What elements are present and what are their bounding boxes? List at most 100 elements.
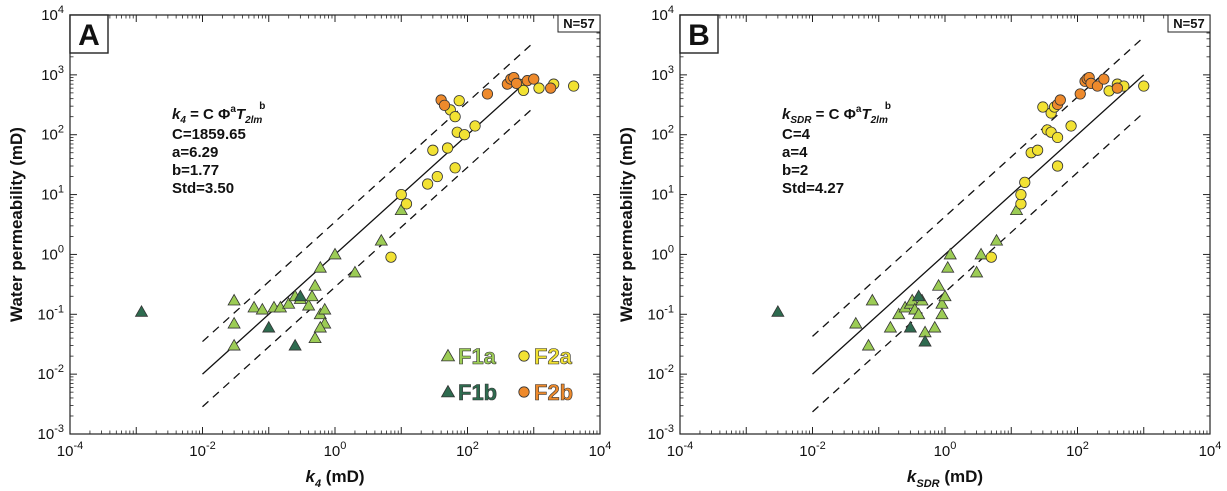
panel-a-y-axis-label: Water permeability (mD) (7, 127, 26, 322)
panel-a-point-f2a (385, 251, 397, 263)
panel-b-equation-param: Std=4.27 (782, 180, 844, 197)
panel-a-equation-param: b=1.77 (172, 162, 219, 179)
panel-b-point-f2a (1051, 131, 1064, 144)
legend-marker-f1a (440, 348, 456, 362)
panel-b-y-axis-label: Water permeability (mD) (617, 127, 636, 322)
panel-b-point-f1a (935, 307, 949, 320)
panel-a-point-f2a (458, 129, 471, 141)
panel-a-y-tick-label: 104 (41, 4, 64, 24)
panel-b-point-f1a (911, 307, 926, 320)
panel-b-upper-std-line (812, 36, 1145, 337)
panel-b-point-f1a (928, 320, 942, 333)
panel-a-n-label: N=57 (563, 16, 594, 31)
legend-marker-f2a (518, 350, 530, 362)
panel-b-letter: B (688, 19, 710, 52)
panel-b-point-f2a (1015, 188, 1027, 201)
panel-b-point-f1a (941, 260, 955, 273)
panel-a-chart: 10-4 10-2 100 102 104 10-3 10-2 10-1 100 101 102 10… (7, 4, 611, 490)
panel-b-point-f1a (974, 247, 988, 260)
panel-a-point-f1b (134, 305, 149, 317)
panel-b-point-f2a (1032, 144, 1044, 156)
panel-a-point-f1b (288, 338, 302, 351)
panel-b-plot-frame (679, 14, 1211, 435)
panel-b-point-f2a (1138, 80, 1150, 92)
panel-b-point-f2a (985, 251, 997, 263)
panel-a-n-box (557, 14, 601, 33)
legend-label-f1b: F1b (458, 380, 497, 405)
legend-marker-f2b (518, 386, 530, 398)
panel-a-point-f1a (394, 203, 408, 216)
panel-b-point-f1b (771, 305, 785, 317)
panel-a-plot-frame (69, 14, 601, 435)
panel-b-n-box (1167, 14, 1211, 33)
panel-a-point-f2b (481, 88, 494, 100)
legend-label-f1a: F1a (458, 344, 497, 369)
panel-a-y-tick-label: 102 (41, 124, 64, 144)
panel-b-point-f1a (892, 307, 906, 320)
panel-a-y-tick-label: 100 (41, 243, 64, 263)
panel-b-point-f1a (883, 320, 898, 333)
panel-b-equation: kSDR = C ΦaT2lmb (782, 101, 891, 126)
panel-b-n-label: N=57 (1173, 16, 1204, 31)
panel-a-letter: A (78, 19, 100, 52)
panel-a-x-tick-label: 100 (324, 440, 347, 460)
panel-a-point-f1a (227, 293, 241, 306)
panel-a-x-tick-label: 102 (456, 440, 479, 460)
panel-b-fit-lines (812, 36, 1145, 413)
panel-a-y-tick-label: 101 (41, 184, 64, 204)
panel-b-y-tick-label: 104 (651, 4, 674, 24)
panel-a-y-tick-label: 10-1 (38, 303, 64, 323)
panel-b-point-f2a (1051, 160, 1064, 172)
panel-a-point-f1a (247, 300, 261, 313)
panel-a-x-axis-label: k4 (mD) (305, 467, 364, 490)
panel-b-y-tick-label: 103 (651, 64, 674, 84)
panel-b-x-axis-label: kSDR (mD) (907, 467, 983, 490)
panel-a-point-f2a (395, 188, 407, 201)
legend-label-f2a: F2a (534, 344, 573, 369)
panel-a-point-f1a (318, 302, 332, 315)
panel-b-point-f2b (1111, 82, 1123, 94)
panel-a-letter-box (69, 14, 109, 54)
panel-a-y-tick-label: 10-3 (38, 423, 64, 443)
panel-a-x-tick-label: 104 (589, 440, 612, 460)
panel-b-lower-std-line (812, 112, 1145, 413)
panel-b-fit-line (812, 74, 1145, 375)
panel-b-x-tick-label: 10-2 (799, 440, 825, 460)
panel-b-point-f2a (1037, 101, 1049, 113)
panel-a-point-f2a (400, 198, 413, 210)
panel-b-point-f1a (938, 289, 952, 302)
panel-a-point-f1a (313, 260, 327, 273)
panel-a-point-f2a (441, 142, 454, 154)
panel-a-point-f2a (422, 178, 434, 190)
panel-a-point-f1a (227, 338, 241, 351)
panel-a-point-f1a (227, 316, 241, 329)
panel-a-point-f1a (308, 278, 322, 291)
panel-a-point-f2b (510, 77, 523, 89)
panel-a-point-f1b (262, 320, 276, 333)
panel-a-point-f2a (517, 84, 530, 96)
panel-a-point-f2b (438, 99, 451, 111)
panel-b-point-f2a (1019, 176, 1031, 188)
panel-a-point-f2b (545, 82, 557, 94)
panel-a-equation-param: C=1859.65 (172, 126, 246, 143)
panel-b-point-f1b (918, 334, 932, 347)
panel-a-point-f2a (533, 82, 545, 94)
panel-b-point-f1a (865, 293, 880, 306)
panel-b-point-f2b (1074, 88, 1086, 100)
panel-b-y-tick-label: 10-1 (648, 303, 674, 323)
panel-b-point-f1a (943, 247, 957, 260)
panel-a-point-f1a (255, 302, 270, 315)
panel-b-x-tick-label: 104 (1199, 440, 1222, 460)
panel-a-x-tick-label: 10-2 (189, 440, 215, 460)
panel-a-point-f1b (293, 289, 308, 302)
panel-a-point-f1a (313, 320, 327, 333)
panel-a-point-f2a (453, 95, 465, 107)
panel-a-equation-param: a=6.29 (172, 144, 218, 161)
panel-b-point-f1b (911, 289, 926, 302)
panel-a-point-f1a (308, 331, 322, 344)
panel-a-point-f2a (469, 120, 481, 132)
panel-b-point-f2b (1054, 94, 1066, 106)
panel-a-point-f1a (301, 298, 316, 311)
panel-b-y-tick-label: 10-3 (648, 423, 674, 443)
panel-b-y-tick-label: 10-2 (648, 363, 674, 383)
